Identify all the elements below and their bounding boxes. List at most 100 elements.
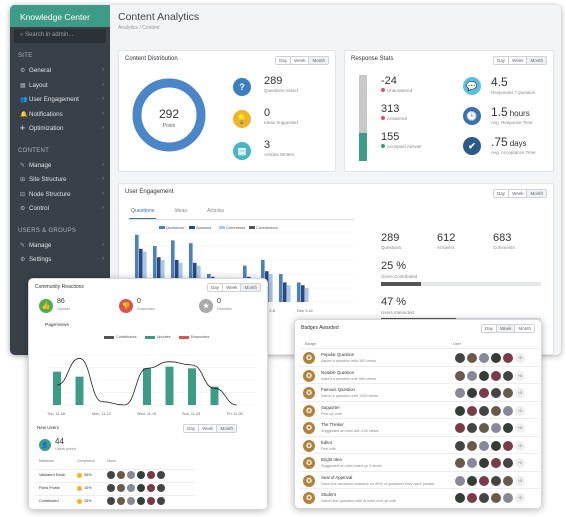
breadcrumb[interactable]: Analytics / Content xyxy=(118,25,160,31)
avatar[interactable] xyxy=(455,388,465,398)
avatar[interactable] xyxy=(117,484,125,492)
table-row[interactable]: Validated Email 95% xyxy=(35,469,195,481)
avatar[interactable] xyxy=(491,475,501,486)
avatar[interactable] xyxy=(455,458,465,468)
sidebar-item-manage[interactable]: ✎ Manage › xyxy=(20,162,106,169)
avatar[interactable] xyxy=(467,405,477,416)
avatar[interactable] xyxy=(127,484,135,492)
avatar[interactable] xyxy=(137,484,145,492)
brand-title[interactable]: Knowledge Center xyxy=(10,5,110,27)
badge-row[interactable]: ✪ Famous Question Asked a question with 10… xyxy=(299,383,541,401)
avatar[interactable] xyxy=(503,388,513,398)
avatar[interactable] xyxy=(503,475,513,486)
range-month[interactable]: Month xyxy=(240,284,260,291)
tab-articles[interactable]: Articles xyxy=(207,208,225,214)
range-day[interactable]: Day xyxy=(208,284,223,291)
more-users-badge[interactable]: +5 xyxy=(515,440,525,451)
range-day[interactable]: Day xyxy=(482,325,497,332)
sidebar-item-general[interactable]: ⚙ General › xyxy=(20,67,106,74)
sidebar-item-control[interactable]: ⚙ Control › xyxy=(20,205,106,212)
avatar[interactable] xyxy=(147,471,155,479)
range-week[interactable]: Week xyxy=(290,57,309,64)
sidebar-item-notifications[interactable]: 🔔 Notifications › xyxy=(20,111,106,118)
sidebar-item-site-structure[interactable]: ⊞ Site Structure › xyxy=(20,176,106,183)
avatar[interactable] xyxy=(479,370,489,381)
more-users-badge[interactable]: +5 xyxy=(515,353,525,363)
avatar[interactable] xyxy=(479,388,489,398)
tab-ideas[interactable]: Ideas xyxy=(174,208,188,214)
avatar[interactable] xyxy=(491,353,501,363)
avatar[interactable] xyxy=(491,388,501,398)
avatar[interactable] xyxy=(455,423,465,433)
sidebar-item-settings[interactable]: ⚙ Settings › xyxy=(20,256,106,263)
avatar[interactable] xyxy=(503,440,513,451)
avatar[interactable] xyxy=(503,370,513,381)
avatar[interactable] xyxy=(467,458,477,468)
badge-row[interactable]: ✪ Popular Question Asked a question with 3… xyxy=(299,348,541,366)
range-week[interactable]: Week xyxy=(508,190,527,197)
more-users-badge[interactable]: +5 xyxy=(515,405,525,416)
badge-row[interactable]: ✪ Student Asked first question with at lea… xyxy=(299,488,541,506)
avatar[interactable] xyxy=(491,493,501,503)
avatar[interactable] xyxy=(479,440,489,451)
avatar[interactable] xyxy=(107,471,115,479)
range-month[interactable]: Month xyxy=(216,425,236,432)
avatar[interactable] xyxy=(491,458,501,468)
avatar[interactable] xyxy=(503,405,513,416)
range-day[interactable]: Day xyxy=(184,425,199,432)
range-week[interactable]: Week xyxy=(222,284,241,291)
avatar[interactable] xyxy=(491,440,501,451)
avatar[interactable] xyxy=(117,497,125,505)
range-day[interactable]: Day xyxy=(494,57,509,64)
avatar[interactable] xyxy=(455,405,465,416)
badge-row[interactable]: ✪ Supporter First up vote +5 xyxy=(299,400,541,419)
range-month[interactable]: Month xyxy=(526,190,546,197)
badge-row[interactable]: ✪ Notable Question Asked a question with 5… xyxy=(299,365,541,384)
range-week[interactable]: Week xyxy=(198,425,217,432)
avatar[interactable] xyxy=(455,370,465,381)
avatar[interactable] xyxy=(467,493,477,503)
avatar[interactable] xyxy=(127,471,135,479)
avatar[interactable] xyxy=(107,484,115,492)
more-users-badge[interactable]: +5 xyxy=(515,493,525,503)
sidebar-item-node-structure[interactable]: ⊟ Node Structure › xyxy=(20,191,106,198)
avatar[interactable] xyxy=(137,497,145,505)
more-users-badge[interactable]: +5 xyxy=(515,423,525,433)
badge-row[interactable]: ✪ Seal of Approval Gave five accepted answ… xyxy=(299,470,541,489)
sidebar-item-user-engagement[interactable]: 👥 User Engagement › xyxy=(20,96,106,103)
avatar[interactable] xyxy=(107,497,115,505)
avatar[interactable] xyxy=(455,475,465,486)
range-week[interactable]: Week xyxy=(496,325,515,332)
more-users-badge[interactable]: +5 xyxy=(515,370,525,381)
avatar[interactable] xyxy=(479,458,489,468)
avatar[interactable] xyxy=(467,370,477,381)
badge-row[interactable]: ✪ Editor First edit +5 xyxy=(299,435,541,454)
range-day[interactable]: Day xyxy=(494,190,509,197)
avatar[interactable] xyxy=(467,388,477,398)
avatar[interactable] xyxy=(491,405,501,416)
avatar[interactable] xyxy=(467,475,477,486)
avatar[interactable] xyxy=(157,471,165,479)
avatar[interactable] xyxy=(479,475,489,486)
avatar[interactable] xyxy=(117,471,125,479)
avatar[interactable] xyxy=(479,405,489,416)
search-input[interactable]: ⌕ Search in admin... xyxy=(14,29,106,43)
avatar[interactable] xyxy=(503,353,513,363)
range-week[interactable]: Week xyxy=(508,57,527,64)
avatar[interactable] xyxy=(157,497,165,505)
avatar[interactable] xyxy=(479,493,489,503)
avatar[interactable] xyxy=(467,440,477,451)
sidebar-item-layout[interactable]: ▦ Layout › xyxy=(20,82,106,89)
avatar[interactable] xyxy=(127,497,135,505)
table-row[interactable]: Filled Profile 10% xyxy=(35,482,195,494)
avatar[interactable] xyxy=(503,423,513,433)
more-users-badge[interactable]: +5 xyxy=(515,475,525,486)
avatar[interactable] xyxy=(467,353,477,363)
table-row[interactable]: Contributed 15% xyxy=(35,495,195,507)
sidebar-item-manage[interactable]: ✎ Manage › xyxy=(20,242,106,249)
avatar[interactable] xyxy=(157,484,165,492)
avatar[interactable] xyxy=(455,493,465,503)
more-users-badge[interactable]: +5 xyxy=(515,388,525,398)
avatar[interactable] xyxy=(479,353,489,363)
more-users-badge[interactable]: +5 xyxy=(515,458,525,468)
